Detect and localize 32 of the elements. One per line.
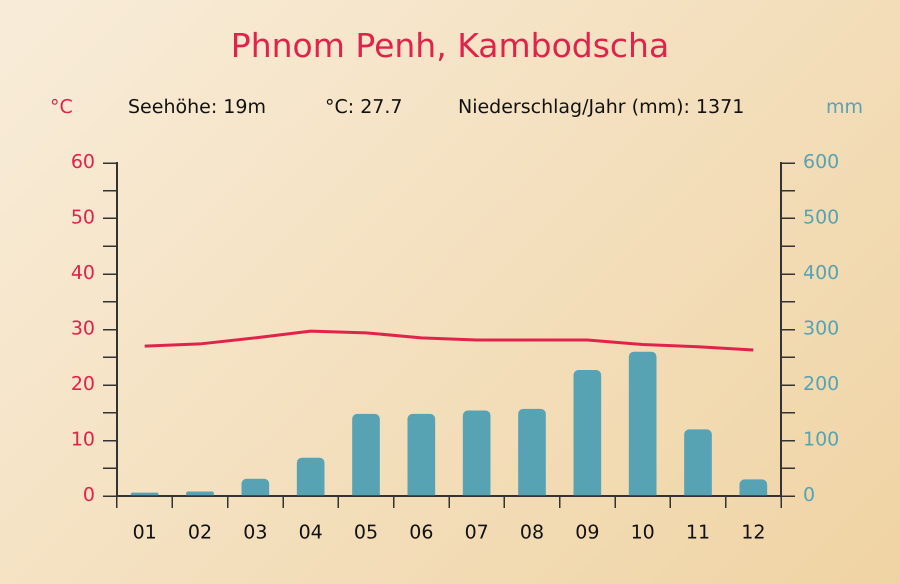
x-tick-label: 10 bbox=[630, 521, 655, 544]
x-tick-label: 05 bbox=[354, 521, 378, 544]
y-tick-label: 0 bbox=[82, 484, 95, 506]
y2-tick-label: 200 bbox=[803, 372, 840, 395]
x-tick-label: 12 bbox=[741, 521, 766, 544]
y2-tick-label: 300 bbox=[803, 317, 840, 340]
y-tick-label: 30 bbox=[70, 317, 95, 340]
x-tick-label: 09 bbox=[575, 521, 600, 544]
x-tick-label: 07 bbox=[464, 521, 489, 544]
y2-axis-title: mm bbox=[826, 96, 864, 118]
y2-tick-label: 400 bbox=[803, 262, 840, 284]
x-tick-label: 08 bbox=[520, 521, 544, 544]
x-tick-label: 06 bbox=[409, 521, 434, 544]
y2-tick-label: 500 bbox=[803, 206, 840, 228]
y-axis-title: °C bbox=[50, 96, 73, 118]
y-tick-label: 20 bbox=[70, 372, 95, 395]
y2-tick-label: 0 bbox=[803, 484, 816, 506]
text: Niederschlag/Jahr (mm): 1371 bbox=[458, 96, 744, 118]
text: Seehöhe: 19m bbox=[128, 96, 266, 118]
y-tick-label: 60 bbox=[70, 150, 95, 173]
x-tick-label: 04 bbox=[298, 521, 323, 544]
text: °C: 27.7 bbox=[325, 96, 403, 118]
x-tick-label: 01 bbox=[132, 521, 157, 544]
x-tick-label: 03 bbox=[243, 521, 268, 544]
y-tick-label: 50 bbox=[70, 206, 95, 228]
y-tick-label: 40 bbox=[70, 262, 95, 284]
y-tick-label: 10 bbox=[70, 428, 95, 450]
chart-title: Phnom Penh, Kambodscha bbox=[230, 26, 670, 65]
x-tick-label: 02 bbox=[188, 521, 212, 544]
y2-tick-label: 600 bbox=[803, 150, 840, 173]
y2-tick-label: 100 bbox=[803, 428, 840, 450]
x-tick-label: 11 bbox=[686, 521, 710, 544]
